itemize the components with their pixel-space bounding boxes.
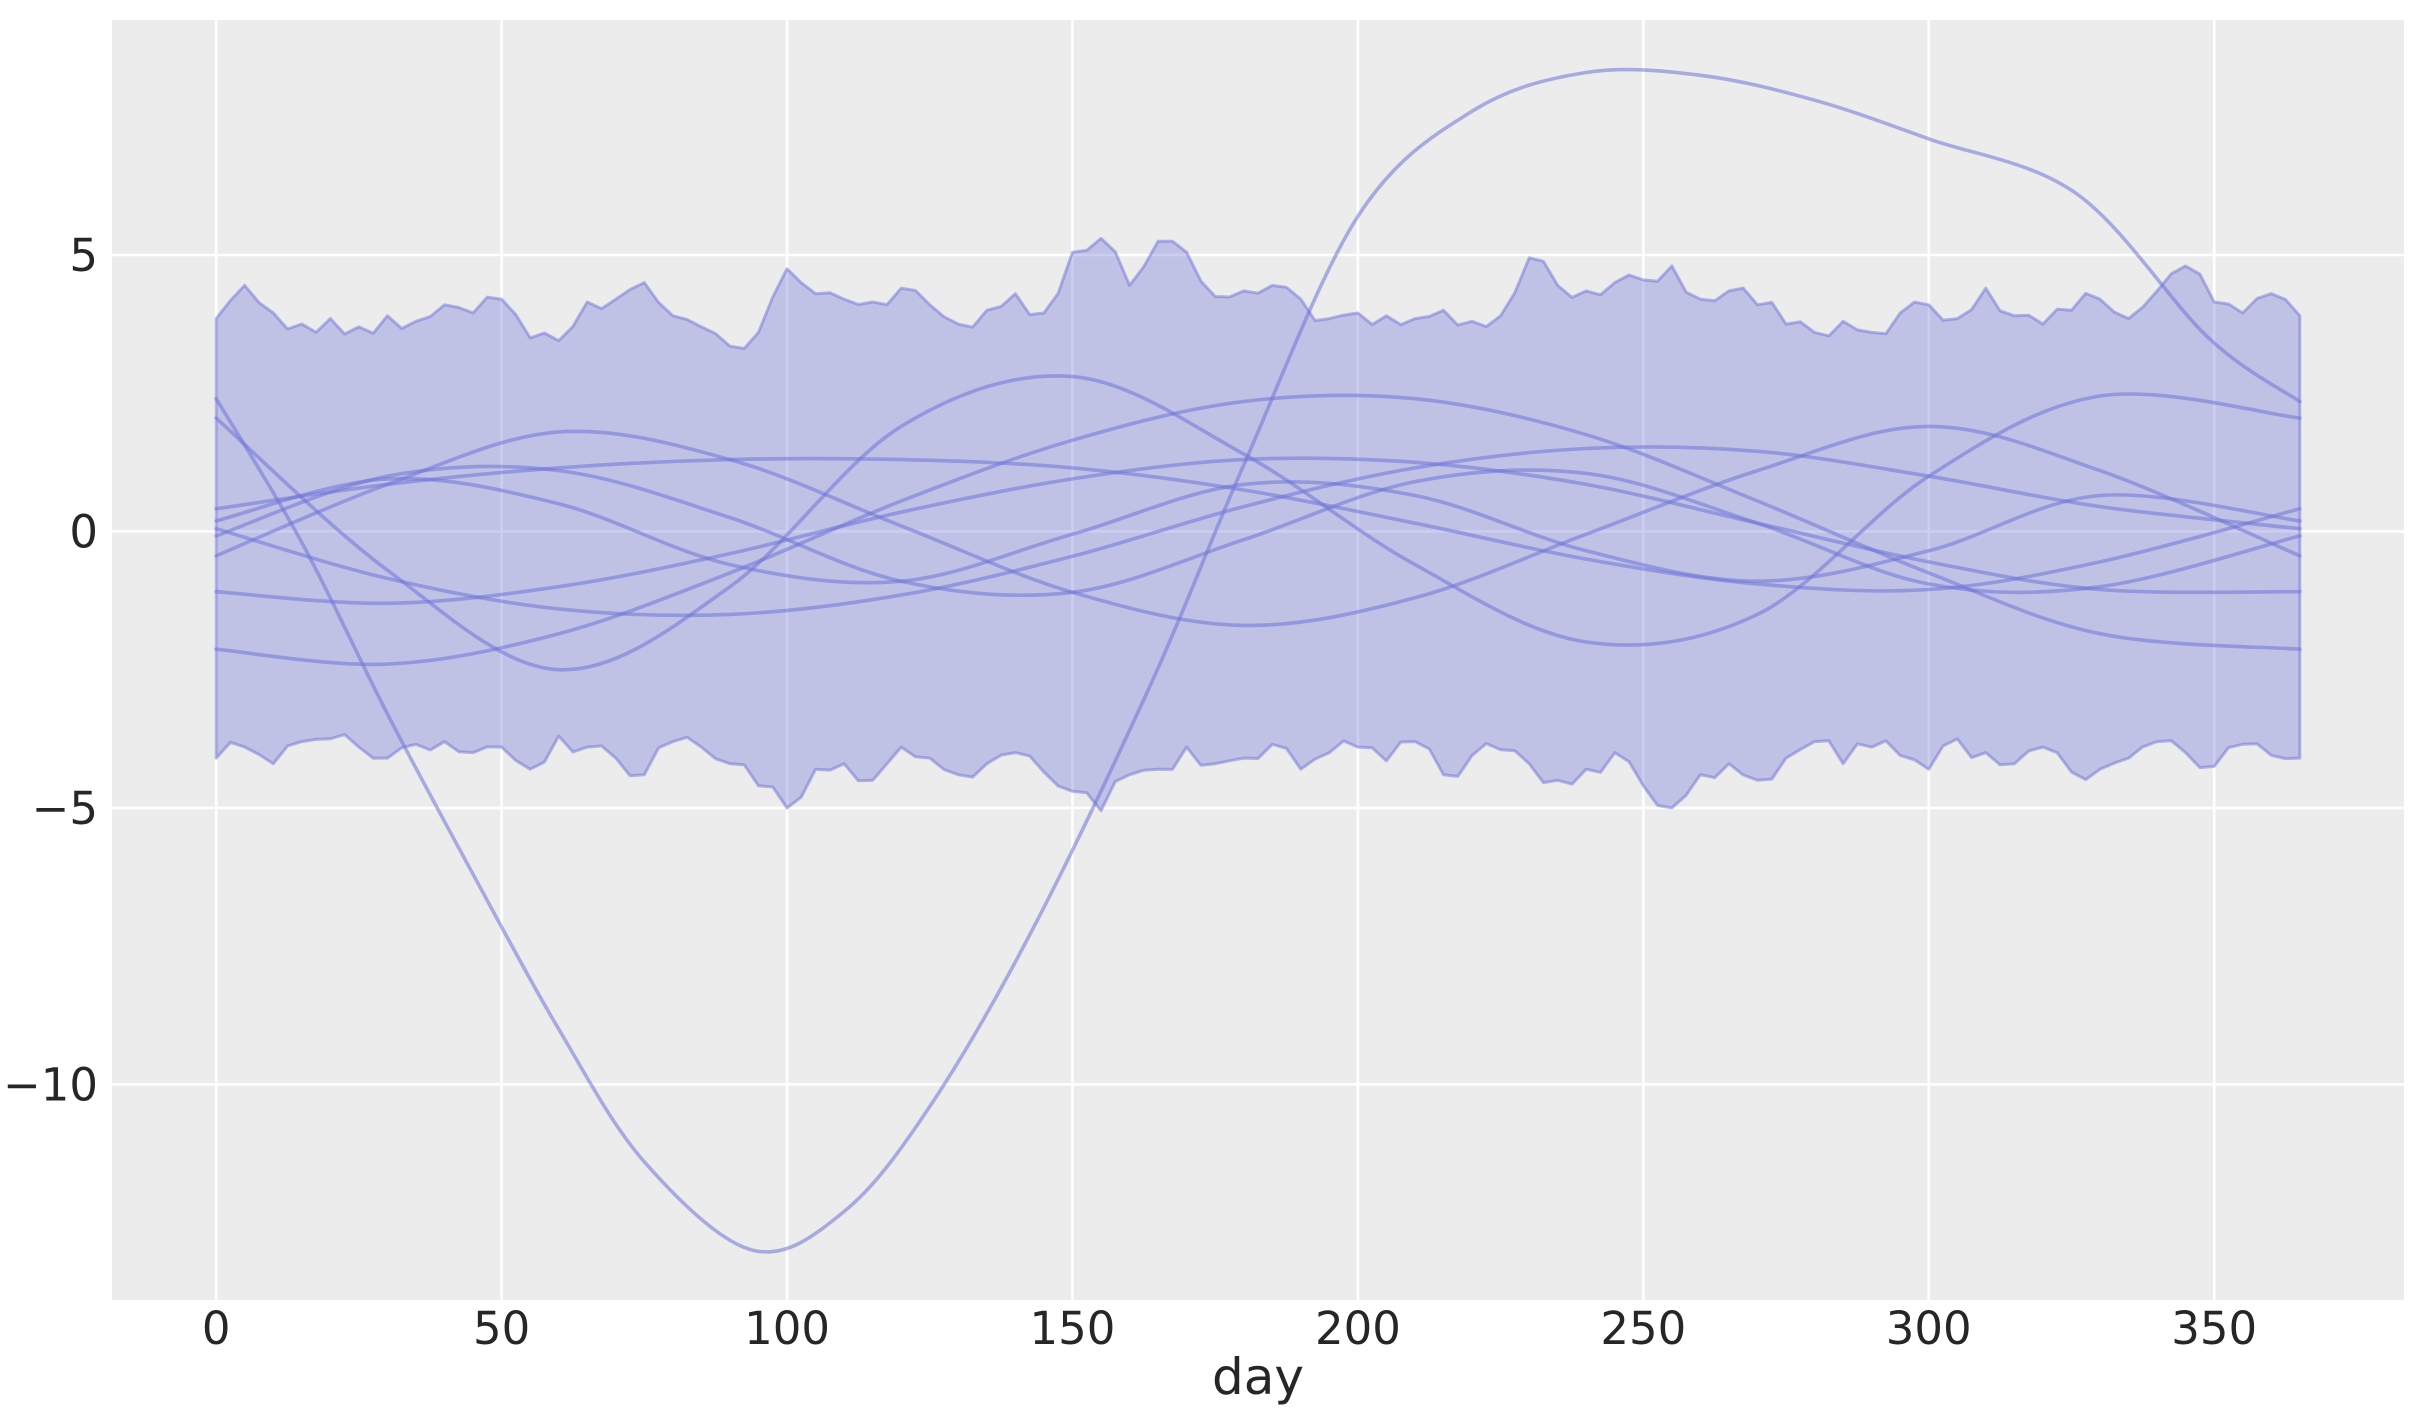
y-tick-label: −10 bbox=[3, 1058, 98, 1111]
y-tick-label: 0 bbox=[69, 505, 98, 558]
x-tick-label: 350 bbox=[2171, 1302, 2257, 1355]
band-area bbox=[214, 236, 2302, 813]
y-tick-label: −5 bbox=[32, 782, 98, 835]
grid-lines bbox=[112, 20, 2404, 1300]
sample-curves bbox=[214, 67, 2302, 1254]
x-axis-label: day bbox=[1212, 1348, 1304, 1406]
x-tick-labels: 0 50 100 150 200 250 300 350 bbox=[202, 1302, 2257, 1355]
curve-sample-9 bbox=[214, 393, 2302, 667]
x-tick-label: 250 bbox=[1600, 1302, 1686, 1355]
curve-sample-7 bbox=[214, 424, 2302, 628]
curve-sample-4 bbox=[214, 476, 2302, 585]
plot-area bbox=[112, 20, 2404, 1300]
curve-sample-6 bbox=[214, 464, 2302, 598]
x-tick-label: 0 bbox=[202, 1302, 231, 1355]
y-tick-labels: 5 0 −5 −10 bbox=[3, 229, 98, 1111]
y-tick-label: 5 bbox=[69, 229, 98, 282]
x-tick-label: 300 bbox=[1886, 1302, 1972, 1355]
curve-sample-5 bbox=[214, 445, 2302, 618]
x-tick-label: 150 bbox=[1030, 1302, 1116, 1355]
curve-sample-3 bbox=[214, 456, 2302, 593]
curve-sample-8 bbox=[214, 456, 2302, 606]
x-tick-label: 200 bbox=[1315, 1302, 1401, 1355]
x-tick-label: 50 bbox=[473, 1302, 530, 1355]
curve-sample-1 bbox=[214, 67, 2302, 1254]
uncertainty-band bbox=[214, 236, 2302, 813]
x-tick-label: 100 bbox=[744, 1302, 830, 1355]
